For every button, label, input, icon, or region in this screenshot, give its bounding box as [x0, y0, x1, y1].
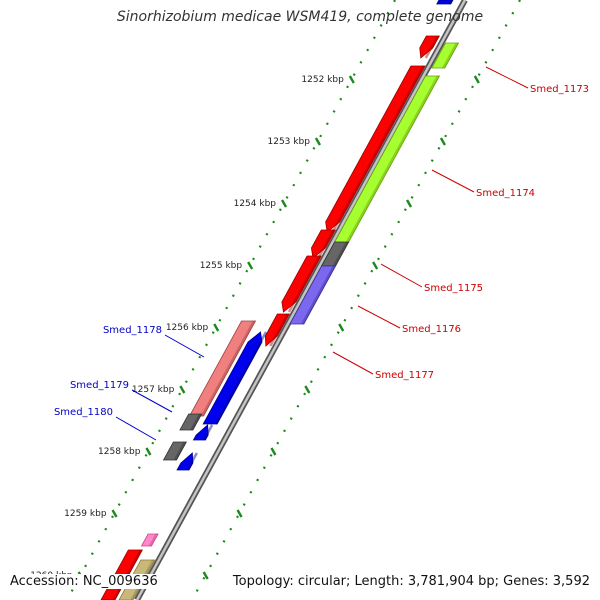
- genome-stats-text: Topology: circular; Length: 3,781,904 bp…: [230, 574, 592, 589]
- tick-mark: [439, 137, 446, 146]
- leader-line-smed-1176: [357, 305, 401, 329]
- tick-label: 1255 kbp: [200, 261, 243, 271]
- leader-line-smed-1177: [332, 351, 374, 375]
- cds-feature-smed-1178[interactable]: [188, 320, 257, 417]
- tick-mark: [247, 261, 254, 270]
- leader-line-smed-1174: [431, 169, 475, 193]
- cds-feature-smed-1176-shade: [301, 265, 336, 325]
- tick-mark: [473, 75, 480, 84]
- gene-labels[interactable]: Smed_1173 Smed_1174 Smed_1175 Smed_1176 …: [54, 66, 589, 441]
- tick-mark: [280, 199, 288, 208]
- gene-feature-smed-1180[interactable]: [176, 452, 194, 471]
- tick-mark: [111, 509, 118, 518]
- tick-label: 1258 kbp: [98, 447, 141, 457]
- gene-feature-smed-1176[interactable]: [281, 255, 322, 313]
- feature-pink-marker-shade: [148, 533, 158, 547]
- gene-feature-smed-1179[interactable]: [192, 424, 209, 441]
- gene-feature-smed-1178-shade: [214, 331, 268, 425]
- tick-label: 1259 kbp: [64, 509, 107, 519]
- gene-feature-smed-1175-shade: [317, 229, 335, 259]
- gene-feature-smed-1173-shade: [424, 35, 439, 59]
- gene-label-smed-1178[interactable]: Smed_1178: [103, 325, 162, 336]
- gene-label-smed-1180[interactable]: Smed_1180: [54, 407, 113, 418]
- tick-mark: [145, 447, 152, 456]
- tick-mark: [213, 323, 220, 332]
- gene-feature-smed-1179-shade: [202, 424, 214, 441]
- tick-mark: [338, 323, 345, 332]
- genome-backbone-highlight: [135, 0, 467, 600]
- genome-title: Sinorhizobium medicae WSM419, complete g…: [116, 9, 484, 25]
- gene-feature-smed-1176-shade: [287, 255, 321, 313]
- gene-label-smed-1175[interactable]: Smed_1175: [424, 283, 483, 294]
- gene-feature-smed-1173[interactable]: [419, 35, 440, 59]
- gene-label-smed-1176[interactable]: Smed_1176: [402, 324, 461, 335]
- cds-feature-smed-1180[interactable]: [162, 441, 188, 461]
- feature-pink-marker[interactable]: [140, 533, 159, 547]
- cds-feature-smed-1173-shade: [442, 42, 459, 69]
- gene-label-smed-1177[interactable]: Smed_1177: [375, 370, 434, 381]
- tick-label: 1252 kbp: [301, 75, 344, 85]
- outer-dotted-line: [191, 0, 521, 600]
- gene-features[interactable]: [100, 0, 460, 600]
- gene-label-smed-1179[interactable]: Smed_1179: [70, 380, 129, 391]
- gene-feature-smed-1175[interactable]: [311, 229, 336, 259]
- gene-feature-smed-1174[interactable]: [325, 65, 426, 233]
- tick-label: 1256 kbp: [166, 323, 209, 333]
- tick-mark: [270, 447, 277, 456]
- cds-feature-smed-1180-shade: [173, 441, 186, 461]
- inner-dotted-line: [66, 0, 396, 600]
- tick-mark: [304, 385, 311, 394]
- cds-feature-smed-1174-shade: [345, 75, 440, 244]
- gene-label-smed-1174[interactable]: Smed_1174: [476, 188, 535, 199]
- leader-line-smed-1180: [115, 416, 157, 441]
- leader-line-smed-1178: [164, 334, 205, 358]
- cds-feature-smed-1175-shade: [332, 241, 349, 267]
- leader-line-smed-1179: [131, 389, 173, 413]
- tick-mark: [236, 509, 243, 518]
- tick-mark: [179, 385, 186, 394]
- tick-mark: [405, 199, 413, 208]
- gene-feature-smed-1178[interactable]: [202, 331, 263, 425]
- accession-text: Accession: NC_009636: [8, 574, 160, 589]
- cds-feature-smed-1176[interactable]: [289, 265, 337, 325]
- gene-feature-top-blue-shade: [448, 0, 453, 5]
- gene-feature-smed-1174-shade: [331, 65, 425, 233]
- tick-mark: [372, 261, 379, 270]
- cds-feature-smed-1179[interactable]: [179, 413, 203, 431]
- tick-label: 1254 kbp: [234, 199, 277, 209]
- tick-mark: [348, 75, 355, 84]
- gene-label-smed-1173[interactable]: Smed_1173: [530, 84, 589, 95]
- dotted-track-lines: [66, 0, 521, 600]
- tick-mark: [314, 137, 321, 146]
- leader-line-smed-1173: [485, 66, 529, 89]
- gene-feature-smed-1177[interactable]: [264, 313, 291, 347]
- tick-label: 1253 kbp: [268, 137, 311, 147]
- cds-feature-smed-1173[interactable]: [431, 42, 460, 69]
- gene-feature-smed-1180-shade: [186, 452, 198, 471]
- cds-feature-smed-1179-shade: [190, 413, 202, 431]
- cds-feature-smed-1178-shade: [200, 320, 256, 417]
- gene-feature-top-blue[interactable]: [436, 0, 454, 5]
- tick-mark: [202, 571, 209, 580]
- gene-feature-smed-1177-shade: [269, 313, 289, 347]
- leader-line-smed-1175: [380, 263, 423, 288]
- tick-label: 1257 kbp: [132, 385, 175, 395]
